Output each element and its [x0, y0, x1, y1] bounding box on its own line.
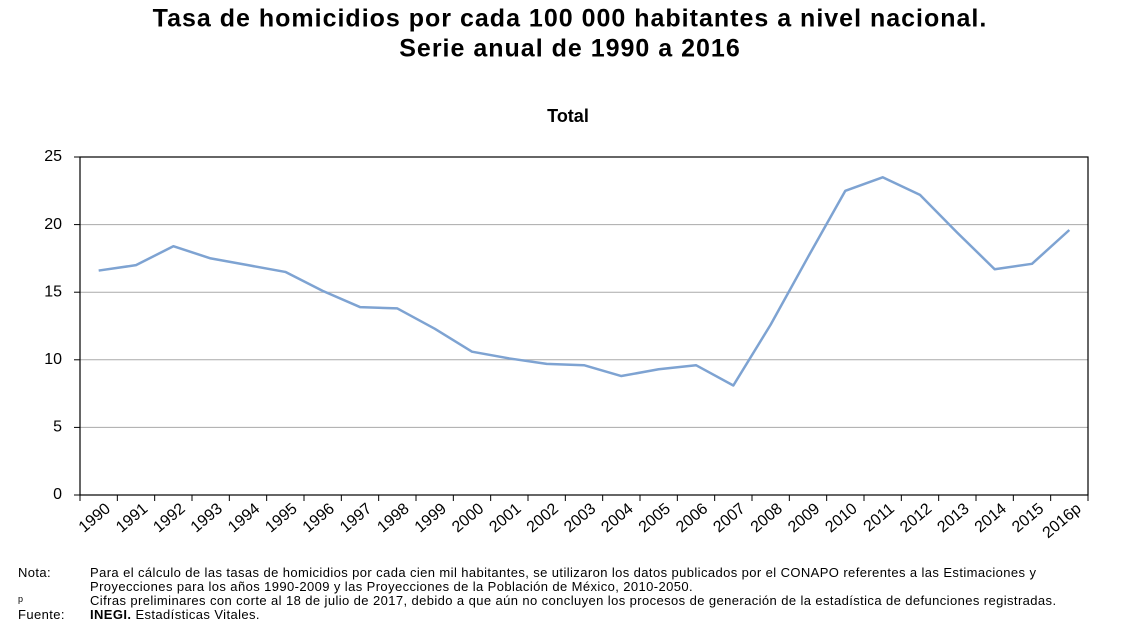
x-tick-label: 2008 [748, 500, 786, 536]
plot-title: Total [547, 106, 589, 126]
source-label: Fuente: [18, 607, 65, 622]
chart: Tasa de homicidios por cada 100 000 habi… [44, 5, 1089, 542]
x-tick-label: 2000 [449, 500, 487, 536]
source-org: INEGI. [90, 607, 132, 622]
x-tick-label: 1994 [225, 500, 263, 536]
x-tick-label: 1990 [76, 500, 114, 536]
x-tick-label: 1991 [113, 500, 151, 536]
x-tick-label: 1996 [300, 500, 338, 536]
y-tick-label: 25 [44, 148, 62, 165]
marks [98, 176, 1071, 387]
notes: Nota: Para el cálculo de las tasas de hom… [18, 566, 1123, 622]
x-tick-label: 1993 [188, 500, 226, 536]
x-tick-label: 2013 [934, 500, 972, 536]
x-tick-label: 2011 [861, 500, 898, 535]
chart-subtitle: Serie anual de 1990 a 2016 [399, 35, 741, 63]
x-tick-label: 2004 [598, 500, 636, 536]
chart-title: Tasa de homicidios por cada 100 000 habi… [153, 5, 988, 33]
x-tick-label: 2012 [897, 500, 935, 536]
note: p Cifras preliminares con corte al 18 de … [18, 594, 1123, 608]
note-label: Nota: [18, 565, 52, 580]
x-tick-label: 2002 [524, 500, 562, 536]
x-tick-label: 2009 [785, 500, 823, 536]
y-tick-label: 15 [44, 283, 62, 300]
y-tick-label: 5 [53, 419, 62, 436]
plot-frame [79, 156, 1089, 496]
note-text: Para el cálculo de las tasas de homicidi… [90, 565, 1037, 594]
x-tick-label: 1995 [262, 500, 300, 536]
note-label: p [18, 594, 24, 604]
x-tick-label: 1992 [150, 500, 188, 536]
x-tick-label: 2005 [636, 500, 674, 536]
x-tick-label: 2016p [1040, 500, 1085, 542]
x-tick-label: 2007 [710, 500, 748, 536]
note-text: Cifras preliminares con corte al 18 de j… [90, 593, 1057, 608]
source-text: Estadísticas Vitales. [135, 607, 260, 622]
x-tick-label: 2006 [673, 500, 711, 536]
y-tick-label: 0 [53, 486, 62, 503]
x-tick-label: 2010 [822, 500, 860, 536]
x-tick-label: 1999 [412, 500, 450, 536]
note: Nota: Para el cálculo de las tasas de hom… [18, 566, 1123, 594]
source: Fuente: INEGI. Estadísticas Vitales. [18, 608, 1123, 622]
x-tick-label: 2001 [486, 500, 524, 536]
x-tick-label: 2014 [972, 500, 1010, 536]
x-tick-label: 1998 [374, 500, 412, 536]
x-tick-label: 1997 [337, 500, 375, 536]
y-tick-label: 10 [44, 351, 62, 368]
x-tick-label: 2003 [561, 500, 599, 536]
y-tick-label: 20 [44, 216, 62, 233]
series-line [98, 176, 1071, 387]
